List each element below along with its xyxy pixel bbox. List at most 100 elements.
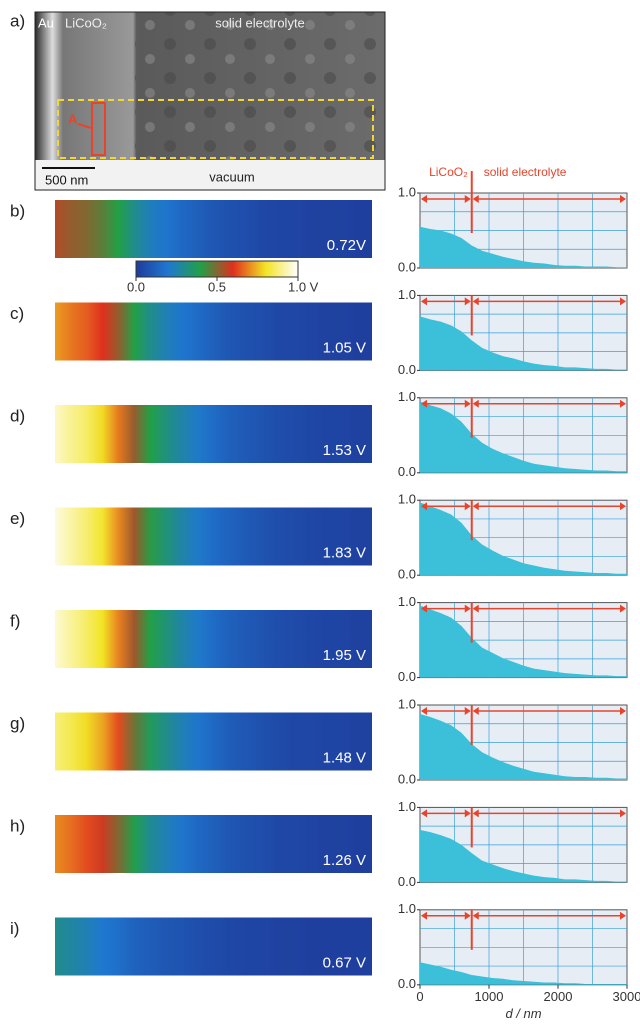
y-tick-label: 1.0 xyxy=(398,389,416,404)
arrow-head xyxy=(421,604,427,613)
profile-area xyxy=(420,605,627,678)
y-tick-label: 1.0 xyxy=(398,696,416,711)
marker-label: A xyxy=(68,111,78,126)
region-a-box xyxy=(91,102,106,156)
panel-label: f) xyxy=(10,611,20,630)
arrow-head xyxy=(620,297,626,306)
arrow-head xyxy=(620,195,626,203)
panel-a: a) Au LiCoO₂ solid electrolyte vacuum 50… xyxy=(10,11,386,191)
colorbar xyxy=(135,260,299,278)
colorbar-tick-label: 1.0 V xyxy=(288,279,319,294)
y-tick-label: 1.0 xyxy=(398,799,416,814)
profile-area xyxy=(420,316,627,371)
voltage-label: 1.53 V xyxy=(323,442,366,459)
arrow-head xyxy=(421,399,427,408)
profile-area xyxy=(420,829,627,883)
panel-label: b) xyxy=(10,201,25,220)
arrow-head xyxy=(464,809,471,818)
arrow-head xyxy=(421,911,427,920)
y-tick-label: 0.0 xyxy=(398,976,416,991)
x-tick-label: 3000 xyxy=(613,989,640,1004)
vacuum-label: vacuum xyxy=(209,169,255,184)
potential-map xyxy=(55,302,372,361)
arrow-head xyxy=(464,195,471,203)
arrow-head xyxy=(620,809,626,818)
arrow-head xyxy=(421,297,427,306)
region-annotation: solid electrolyte xyxy=(484,165,567,179)
colorbar-tick-label: 0.0 xyxy=(127,279,145,294)
voltage-label: 1.95 V xyxy=(323,647,366,664)
arrow-head xyxy=(472,911,479,920)
profile-area xyxy=(420,226,627,268)
potential-map xyxy=(55,200,372,258)
arrow-head xyxy=(620,604,626,613)
tem-texture xyxy=(135,12,385,167)
y-tick-label: 1.0 xyxy=(398,287,416,302)
arrow-head xyxy=(421,809,427,818)
profile-area xyxy=(420,962,627,985)
arrow-head xyxy=(464,399,471,408)
arrow-head xyxy=(472,297,479,306)
region-box xyxy=(57,99,374,159)
arrow-head xyxy=(472,604,479,613)
arrow-head xyxy=(421,195,427,203)
arrow-head xyxy=(421,502,427,511)
arrow-head xyxy=(464,911,471,920)
arrow-head xyxy=(472,707,479,715)
voltage-label: 0.72V xyxy=(327,237,366,254)
arrow-head xyxy=(620,502,626,511)
arrow-head xyxy=(421,707,427,715)
potential-map xyxy=(55,405,372,463)
arrow-head xyxy=(620,707,626,715)
potential-map xyxy=(55,507,372,566)
x-tick-label: 1000 xyxy=(475,989,504,1004)
y-tick-label: 0.0 xyxy=(398,464,416,479)
profile-area xyxy=(420,714,627,780)
potential-map xyxy=(55,610,372,668)
arrow-head xyxy=(472,502,479,511)
arrow-head xyxy=(472,399,479,408)
y-tick-label: 0.0 xyxy=(398,567,416,582)
arrow-head xyxy=(472,809,479,818)
voltage-label: 1.05 V xyxy=(323,339,366,356)
licoo2-label: LiCoO₂ xyxy=(65,15,107,30)
image-border xyxy=(34,11,386,191)
y-tick-label: 1.0 xyxy=(398,492,416,507)
potential-map xyxy=(55,917,372,976)
panel-label: e) xyxy=(10,509,25,528)
panel-label: h) xyxy=(10,816,25,835)
potential-map xyxy=(55,815,372,873)
voltage-label: 1.83 V xyxy=(323,544,366,561)
arrow-head xyxy=(472,195,479,203)
profile-area xyxy=(420,401,627,473)
voltage-label: 1.26 V xyxy=(323,852,366,869)
vacuum-region xyxy=(35,160,385,190)
x-axis-label: d / nm xyxy=(505,1006,541,1021)
voltage-label: 0.67 V xyxy=(323,954,366,971)
electrolyte-label: solid electrolyte xyxy=(215,15,305,30)
y-tick-label: 0.0 xyxy=(398,362,416,377)
panel-label: i) xyxy=(10,919,19,938)
y-tick-label: 0.0 xyxy=(398,874,416,889)
potential-map xyxy=(55,712,372,771)
y-tick-label: 0.0 xyxy=(398,259,416,274)
arrow-head xyxy=(464,707,471,715)
y-tick-label: 1.0 xyxy=(398,184,416,199)
au-label: Au xyxy=(38,15,54,30)
panel-label: d) xyxy=(10,406,25,425)
arrow-head xyxy=(464,297,471,306)
arrow-head xyxy=(620,399,626,408)
y-tick-label: 1.0 xyxy=(398,901,416,916)
arrow-head xyxy=(620,911,626,920)
arrow-head xyxy=(464,604,471,613)
panel-label: a) xyxy=(10,11,25,30)
x-tick-label: 0 xyxy=(416,989,423,1004)
x-tick-label: 2000 xyxy=(544,989,573,1004)
scale-label: 500 nm xyxy=(45,172,88,187)
panel-label: g) xyxy=(10,714,25,733)
y-tick-label: 1.0 xyxy=(398,594,416,609)
profile-area xyxy=(420,502,627,576)
region-annotation: LiCoO₂ xyxy=(429,165,468,179)
voltage-label: 1.48 V xyxy=(323,749,366,766)
